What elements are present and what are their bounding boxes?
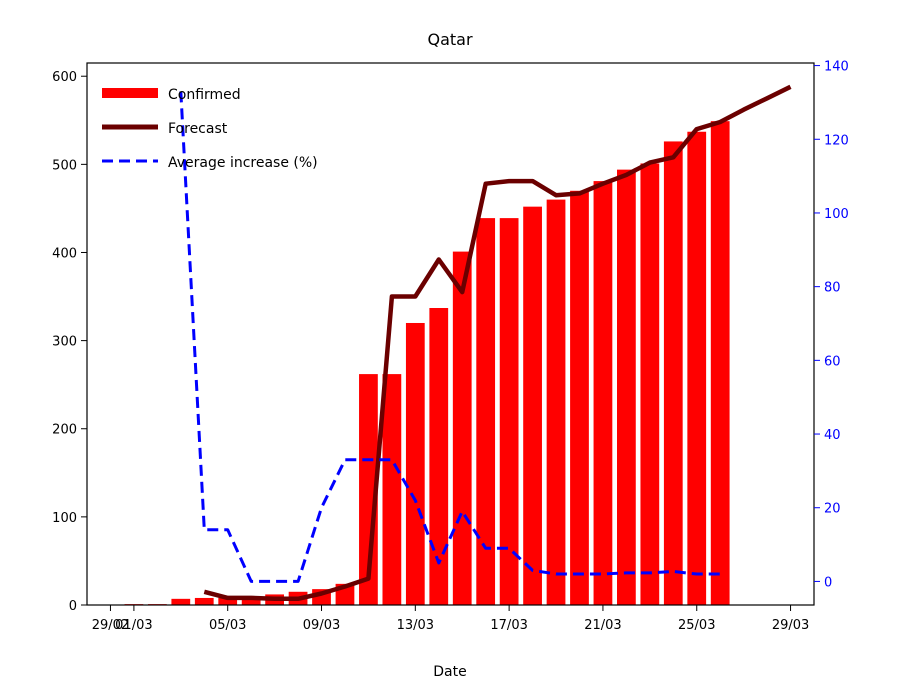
y-tick-label-left: 0 (69, 599, 77, 614)
bar-confirmed (382, 374, 402, 605)
legend: Confirmed Forecast Average increase (%) (102, 87, 318, 171)
x-tick-label: 13/03 (397, 618, 434, 633)
plot-frame (86, 62, 815, 606)
x-tick-label: 25/03 (678, 618, 715, 633)
y-tick-label-right: 80 (824, 281, 841, 296)
y-tick-label-right: 40 (824, 428, 841, 443)
legend-label: Confirmed (168, 87, 241, 103)
legend-label: Average increase (%) (168, 155, 318, 171)
bar-confirmed (640, 163, 660, 605)
y-tick-label-left: 200 (52, 423, 77, 438)
line-average-increase (179, 91, 721, 583)
x-tick-label: 17/03 (490, 618, 527, 633)
bar-confirmed (218, 597, 238, 605)
y-axis-left: 0 100 200 300 400 500 600 (52, 70, 87, 614)
y-tick-label-right: 120 (824, 133, 849, 148)
x-tick-label: 29/02 (92, 618, 129, 633)
bars-layer (124, 121, 730, 606)
bar-confirmed (617, 169, 636, 606)
y-tick-label-left: 400 (52, 246, 77, 261)
y-axis-right: 0 20 40 60 80 100 120 140 (814, 60, 849, 590)
y-tick-label-right: 20 (824, 502, 841, 517)
bar-confirmed (241, 597, 261, 605)
y-tick-label-right: 0 (824, 575, 832, 590)
bar-confirmed (710, 121, 730, 605)
y-tick-label-left: 300 (52, 335, 77, 350)
x-tick-label: 09/03 (303, 618, 340, 633)
bar-confirmed (405, 322, 425, 605)
bar-confirmed (171, 598, 191, 605)
legend-swatch-confirmed (102, 88, 158, 98)
y-tick-label-left: 500 (52, 158, 77, 173)
x-tick-label: 29/03 (772, 618, 809, 633)
bar-confirmed (499, 218, 519, 605)
y-tick-label-right: 60 (824, 354, 841, 369)
y-tick-label-right: 100 (824, 207, 849, 222)
legend-label: Forecast (168, 121, 228, 137)
bar-confirmed (687, 131, 707, 606)
chart-title: Qatar (427, 30, 472, 49)
x-tick-label: 01/03 (115, 618, 152, 633)
bar-confirmed (194, 597, 214, 605)
lines-layer (179, 84, 792, 602)
x-tick-label: 21/03 (584, 618, 621, 633)
y-tick-label-left: 600 (52, 70, 77, 85)
bar-confirmed (546, 199, 566, 605)
bar-confirmed (523, 206, 542, 605)
bar-confirmed (663, 141, 683, 605)
bar-confirmed (593, 181, 613, 606)
x-axis-title: Date (433, 664, 466, 680)
y-tick-label-left: 100 (52, 511, 77, 526)
bar-confirmed (476, 218, 496, 605)
y-tick-label-right: 140 (824, 60, 849, 75)
bar-confirmed (452, 251, 472, 605)
x-tick-label: 05/03 (209, 618, 246, 633)
line-forecast (203, 84, 792, 602)
bar-confirmed (429, 308, 449, 605)
bar-confirmed (570, 190, 589, 605)
